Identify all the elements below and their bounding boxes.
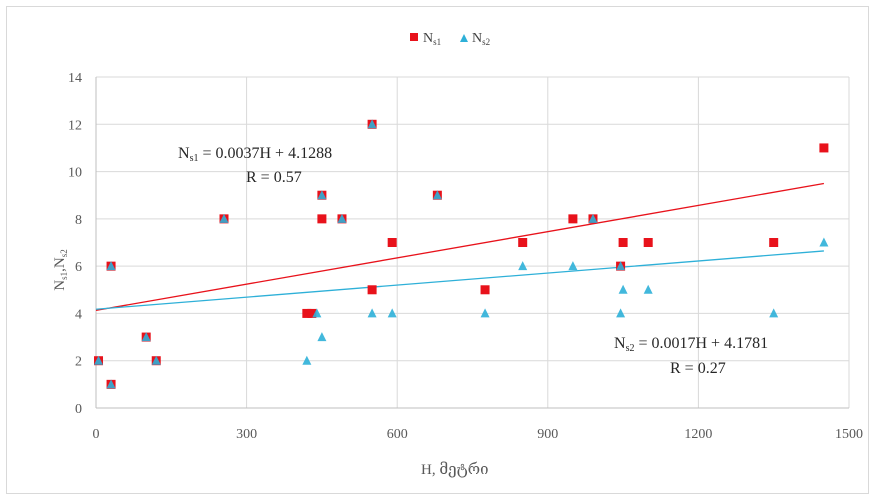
point-ns2 — [302, 355, 312, 365]
point-ns2 — [317, 332, 327, 342]
legend-label-ns2: Ns2 — [472, 31, 490, 47]
point-ns2 — [219, 213, 229, 223]
trendline-ns1 — [95, 182, 825, 312]
gridlines — [96, 76, 850, 408]
point-ns2 — [151, 355, 161, 365]
point-ns1 — [307, 308, 317, 318]
trendlines — [95, 182, 825, 312]
point-ns1 — [387, 238, 397, 247]
point-ns2 — [588, 213, 598, 223]
point-ns1 — [643, 238, 653, 247]
y-tick-label: 4 — [75, 307, 82, 322]
point-ns2 — [94, 355, 104, 365]
point-ns1 — [819, 143, 829, 153]
point-ns2 — [480, 308, 490, 318]
trendline-r-ns2: R = 0.27 — [670, 360, 726, 377]
point-ns2 — [367, 308, 377, 318]
axes: 0 2 4 6 8 10 12 14 0 300 600 900 1200 1500 — [68, 71, 863, 442]
x-tick-label: 900 — [537, 427, 558, 442]
trendline-ns2 — [95, 250, 824, 310]
point-ns2 — [367, 119, 377, 129]
point-ns2 — [312, 308, 322, 318]
y-tick-label: 6 — [75, 260, 82, 275]
point-ns2 — [618, 284, 628, 294]
x-axis-title: H, მეტრი — [421, 461, 489, 478]
y-tick-label: 12 — [68, 118, 82, 133]
y-tick-label: 2 — [75, 355, 82, 370]
legend-label-ns1: Ns1 — [423, 31, 441, 47]
point-ns1 — [317, 214, 327, 224]
legend-marker-ns1 — [410, 33, 418, 41]
point-ns1 — [518, 238, 528, 247]
x-tick-label: 0 — [93, 427, 100, 442]
data-points — [94, 119, 829, 389]
point-ns2 — [387, 308, 397, 318]
point-ns2 — [337, 213, 347, 223]
point-ns2 — [819, 237, 829, 247]
y-axis-title: Ns1,Ns2 — [52, 249, 69, 290]
point-ns2 — [616, 308, 626, 318]
point-ns2 — [141, 332, 151, 342]
point-ns1 — [618, 238, 628, 247]
x-tick-label: 300 — [236, 427, 257, 442]
trendline-equation-ns1: Ns1 = 0.0037H + 4.1288 — [178, 145, 332, 164]
point-ns1 — [769, 238, 779, 247]
point-ns2 — [317, 190, 327, 200]
point-ns1 — [480, 285, 490, 295]
legend-marker-ns2 — [460, 34, 468, 42]
point-ns2 — [616, 261, 626, 271]
point-ns2 — [568, 261, 578, 271]
point-ns2 — [769, 308, 779, 318]
x-tick-label: 1500 — [835, 427, 863, 442]
chart-frame — [6, 6, 869, 494]
y-tick-label: 0 — [75, 402, 82, 417]
point-ns2 — [643, 284, 653, 294]
point-ns2 — [106, 379, 116, 389]
trendline-equation-ns2: Ns2 = 0.0017H + 4.1781 — [614, 335, 768, 354]
y-tick-label: 8 — [75, 213, 82, 228]
y-tick-label: 10 — [68, 166, 82, 181]
point-ns2 — [432, 190, 442, 200]
x-tick-label: 1200 — [684, 427, 712, 442]
point-ns2 — [106, 261, 116, 271]
y-tick-label: 14 — [68, 71, 82, 86]
point-ns2 — [518, 261, 528, 271]
trendline-r-ns1: R = 0.57 — [246, 169, 302, 186]
legend: Ns1 Ns2 — [410, 31, 490, 47]
point-ns1 — [367, 285, 377, 295]
point-ns1 — [302, 308, 312, 318]
point-ns1 — [568, 214, 578, 224]
x-tick-label: 600 — [387, 427, 408, 442]
